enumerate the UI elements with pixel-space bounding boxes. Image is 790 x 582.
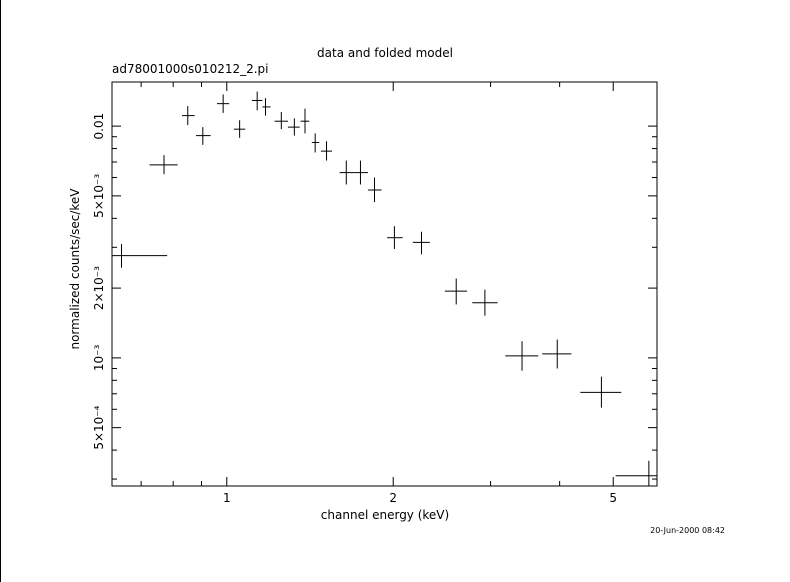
data-point <box>339 160 355 185</box>
data-point <box>354 160 368 185</box>
data-point <box>216 94 230 113</box>
data-point <box>251 91 263 111</box>
y-tick-label: 0.01 <box>92 113 106 140</box>
data-point <box>196 127 211 145</box>
y-tick-label: 5×10⁻³ <box>92 174 106 218</box>
data-point <box>320 141 333 161</box>
plot-frame <box>111 81 658 487</box>
data-point <box>615 460 657 486</box>
y-tick-label: 5×10⁻⁴ <box>92 405 106 449</box>
x-tick-label: 5 <box>609 491 617 505</box>
x-tick-label: 2 <box>389 491 397 505</box>
chart-subtitle: ad78001000s010212_2.pi <box>112 62 269 76</box>
axis-ticks <box>112 82 658 486</box>
data-point <box>149 155 178 175</box>
data-point <box>300 108 310 134</box>
data-point <box>112 243 168 268</box>
data-point <box>311 133 320 153</box>
data-point <box>262 98 271 116</box>
data-point <box>472 289 498 316</box>
y-axis-label: normalized counts/sec/keV <box>68 188 82 350</box>
chart-title: data and folded model <box>317 46 453 60</box>
data-point <box>412 231 430 255</box>
tick-labels: 1 2 5 5×10⁻⁴ 10⁻³ 2×10⁻³ 5×10⁻³ 0.01 <box>92 113 617 505</box>
y-tick-label: 2×10⁻³ <box>92 266 106 310</box>
timestamp: 20-Jun-2000 08:42 <box>650 526 725 535</box>
data-point <box>505 341 539 371</box>
y-tick-label: 10⁻³ <box>92 344 106 371</box>
data-point <box>444 278 468 305</box>
data-point <box>387 226 403 249</box>
data-point <box>580 376 622 408</box>
data-point <box>233 120 246 138</box>
data-point <box>287 118 300 136</box>
data-point <box>274 112 288 130</box>
data-point <box>542 339 572 369</box>
x-tick-label: 1 <box>223 491 231 505</box>
data-point <box>367 177 382 203</box>
data-point <box>182 106 195 126</box>
data-points <box>112 91 657 486</box>
x-axis-label: channel energy (keV) <box>321 508 449 522</box>
